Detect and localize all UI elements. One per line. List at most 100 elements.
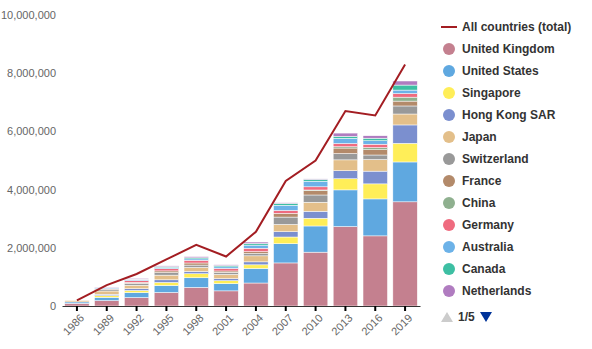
- x-tick: 2010: [299, 306, 325, 337]
- legend-label: Australia: [462, 240, 514, 254]
- x-tick: 2001: [210, 306, 236, 337]
- bar-segment: [184, 278, 208, 288]
- bar-segment: [124, 298, 148, 306]
- bar-segment: [333, 179, 357, 190]
- legend-label: United Kingdom: [462, 42, 555, 56]
- bar-segment: [274, 202, 298, 204]
- bar-segment: [95, 301, 119, 306]
- legend-item[interactable]: Netherlands: [443, 284, 532, 298]
- legend-label: Hong Kong SAR: [462, 108, 556, 122]
- plot-area: [65, 64, 418, 306]
- legend-label: United States: [462, 64, 539, 78]
- y-tick-label: 4,000,000: [7, 184, 56, 196]
- legend-symbol: [443, 65, 455, 77]
- bar-segment: [333, 154, 357, 160]
- legend-item[interactable]: Australia: [443, 240, 514, 254]
- x-tick-mark: [374, 306, 376, 311]
- legend-item[interactable]: All countries (total): [441, 20, 571, 34]
- legend-item[interactable]: Hong Kong SAR: [443, 108, 556, 122]
- bar-segment: [363, 199, 387, 236]
- bar-segment: [95, 297, 119, 300]
- x-tick-label: 2004: [240, 312, 266, 338]
- bar-segment: [154, 285, 178, 292]
- legend-item[interactable]: United Kingdom: [443, 42, 555, 56]
- x-tick-label: 2019: [389, 312, 415, 338]
- legend-item[interactable]: United States: [443, 64, 539, 78]
- chart-container: 02,000,0004,000,0006,000,0008,000,00010,…: [0, 0, 592, 349]
- bar-segment: [363, 160, 387, 172]
- bar-segment: [124, 283, 148, 285]
- bar-segment: [154, 275, 178, 280]
- bar-segment: [363, 144, 387, 147]
- bar-segment: [363, 236, 387, 306]
- legend-item[interactable]: Japan: [443, 130, 497, 144]
- legend-item[interactable]: Germany: [443, 218, 514, 232]
- bar-segment: [214, 266, 238, 267]
- bar-segment: [65, 303, 89, 306]
- bar-segment: [303, 218, 327, 226]
- plot-root: 02,000,0004,000,0006,000,0008,000,00010,…: [1, 9, 421, 337]
- y-tick-label: 8,000,000: [7, 67, 56, 79]
- bar-segment: [95, 287, 119, 288]
- bar-segment: [333, 190, 357, 227]
- bar-segment: [393, 114, 417, 125]
- bar-segment: [154, 266, 178, 268]
- bar-segment: [363, 148, 387, 150]
- bar-segment: [363, 138, 387, 141]
- bar-segment: [95, 291, 119, 294]
- legend-symbol: [443, 153, 455, 165]
- pager-label: 1/5: [458, 310, 475, 324]
- bar-segment: [333, 138, 357, 143]
- bar-segment: [274, 213, 298, 217]
- y-tick: 2,000,000: [7, 242, 62, 254]
- bar-segment: [303, 195, 327, 202]
- bar-segment: [214, 264, 238, 266]
- legend-item[interactable]: Singapore: [443, 86, 521, 100]
- bar-segment: [363, 141, 387, 145]
- legend-symbol: [441, 26, 457, 28]
- bar-segment: [214, 291, 238, 306]
- bar-segment: [363, 150, 387, 155]
- bar-segment: [124, 285, 148, 288]
- legend-symbol: [443, 131, 455, 143]
- legend-label: Switzerland: [462, 152, 529, 166]
- legend-symbol: [443, 109, 455, 121]
- x-tick-label: 1986: [61, 312, 87, 338]
- x-tick-mark: [165, 306, 167, 311]
- bar-segment: [303, 191, 327, 195]
- legend-item[interactable]: China: [443, 196, 496, 210]
- bar-segment: [124, 279, 148, 281]
- x-tick-label: 1995: [150, 312, 176, 338]
- bar-segment: [333, 136, 357, 138]
- pager-down[interactable]: [480, 312, 492, 322]
- legend-item[interactable]: Canada: [443, 262, 506, 276]
- bar-segment: [124, 279, 148, 281]
- legend-label: Singapore: [462, 86, 521, 100]
- bar-segment: [303, 211, 327, 218]
- bar-segment: [154, 268, 178, 269]
- x-tick-mark: [315, 306, 317, 311]
- legend-item[interactable]: France: [443, 174, 502, 188]
- legend-label: Netherlands: [462, 284, 532, 298]
- x-tick-label: 1992: [120, 312, 146, 338]
- legend-label: All countries (total): [462, 20, 571, 34]
- x-tick: 2019: [389, 306, 415, 337]
- bar-segment: [274, 232, 298, 237]
- bar-segment: [184, 267, 208, 271]
- x-tick-label: 2016: [359, 312, 385, 338]
- bar-segment: [244, 268, 268, 283]
- bar-segment: [214, 268, 238, 271]
- bar-segment: [154, 280, 178, 283]
- x-tick: 1992: [120, 306, 146, 337]
- legend-label: China: [462, 196, 496, 210]
- legend-item[interactable]: Switzerland: [443, 152, 529, 166]
- legend-symbol: [443, 241, 455, 253]
- x-tick: 2007: [269, 306, 295, 337]
- bar-segment: [274, 244, 298, 263]
- legend-label: Germany: [462, 218, 514, 232]
- x-tick-mark: [136, 306, 138, 311]
- pager-up[interactable]: [441, 312, 453, 322]
- bar-segment: [303, 202, 327, 211]
- y-tick: 10,000,000: [1, 9, 62, 21]
- x-tick-mark: [195, 306, 197, 311]
